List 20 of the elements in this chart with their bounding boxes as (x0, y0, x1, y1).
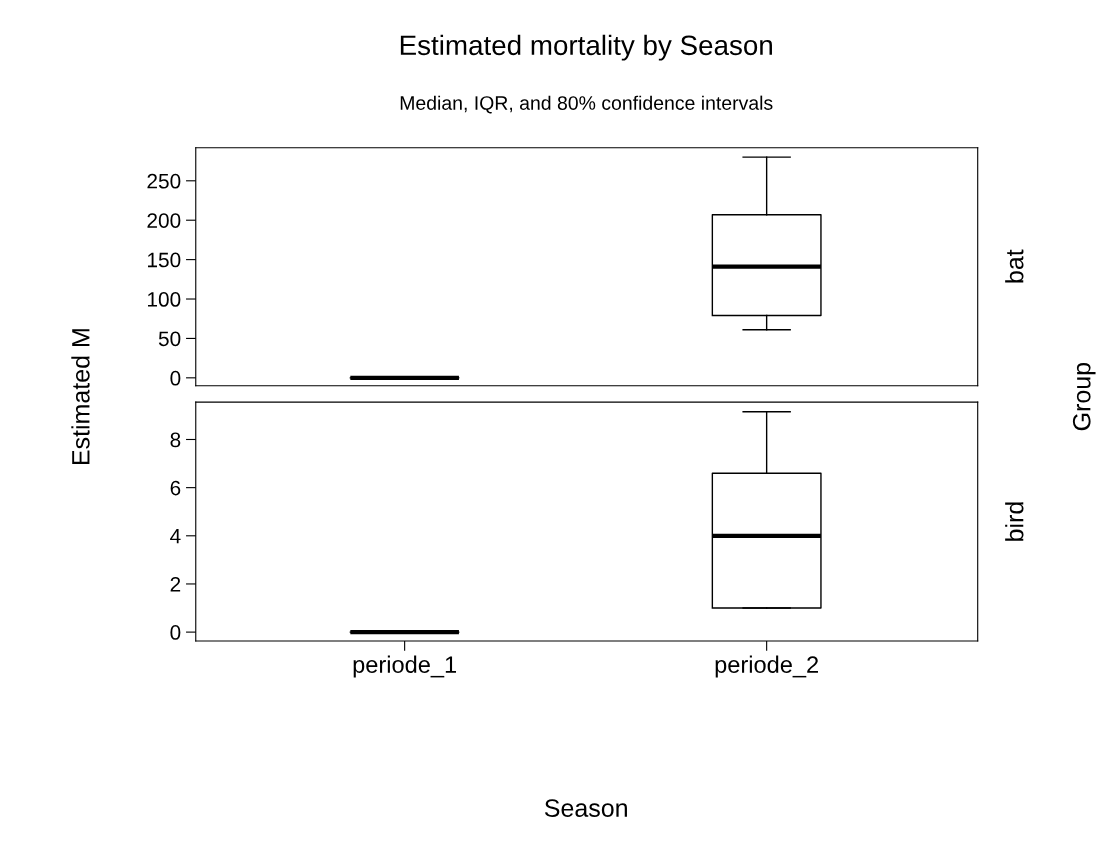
y-axis-title: Estimated M (71, 329, 90, 465)
y-tick-label: 6 (170, 480, 181, 496)
x-tick-label: periode_2 (715, 655, 818, 678)
y-tick-label: 0 (170, 370, 181, 386)
chart-title: Estimated mortality by Season (400, 34, 772, 61)
text: bat (1005, 249, 1024, 283)
y-tick-label: 50 (158, 331, 181, 347)
y-tick-label: 200 (147, 213, 181, 228)
chart-subtitle: Median, IQR, and 80% confidence intervals (400, 95, 773, 114)
text: bird (1005, 502, 1024, 541)
text: Group (1072, 362, 1096, 431)
y-tick-label: 250 (147, 173, 181, 189)
y-tick-label: 100 (148, 292, 181, 307)
x-tick-label: periode_1 (353, 655, 457, 678)
y-tick-label: 4 (170, 529, 181, 544)
y-tick-label: 0 (170, 625, 181, 640)
y-tick-label: 8 (170, 432, 181, 448)
x-axis-title: Season (544, 799, 627, 817)
y-tick-label: 2 (170, 576, 181, 592)
y-tick-label: 150 (148, 252, 181, 268)
